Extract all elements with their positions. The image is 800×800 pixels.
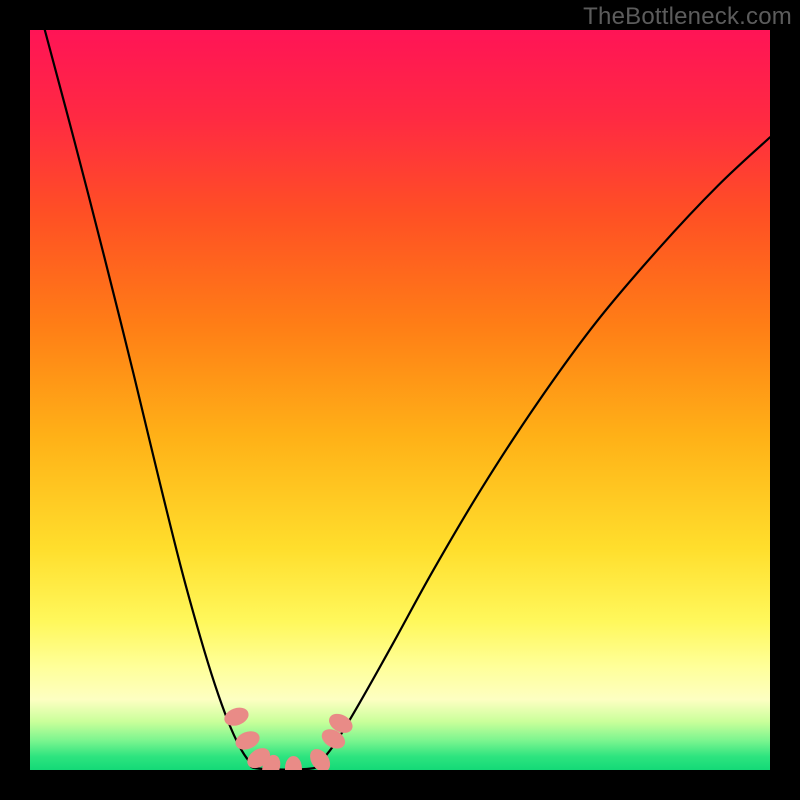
plot-background bbox=[30, 30, 770, 770]
bottleneck-chart bbox=[0, 0, 800, 800]
watermark-text: TheBottleneck.com bbox=[583, 3, 792, 31]
chart-stage: TheBottleneck.com bbox=[0, 0, 800, 800]
